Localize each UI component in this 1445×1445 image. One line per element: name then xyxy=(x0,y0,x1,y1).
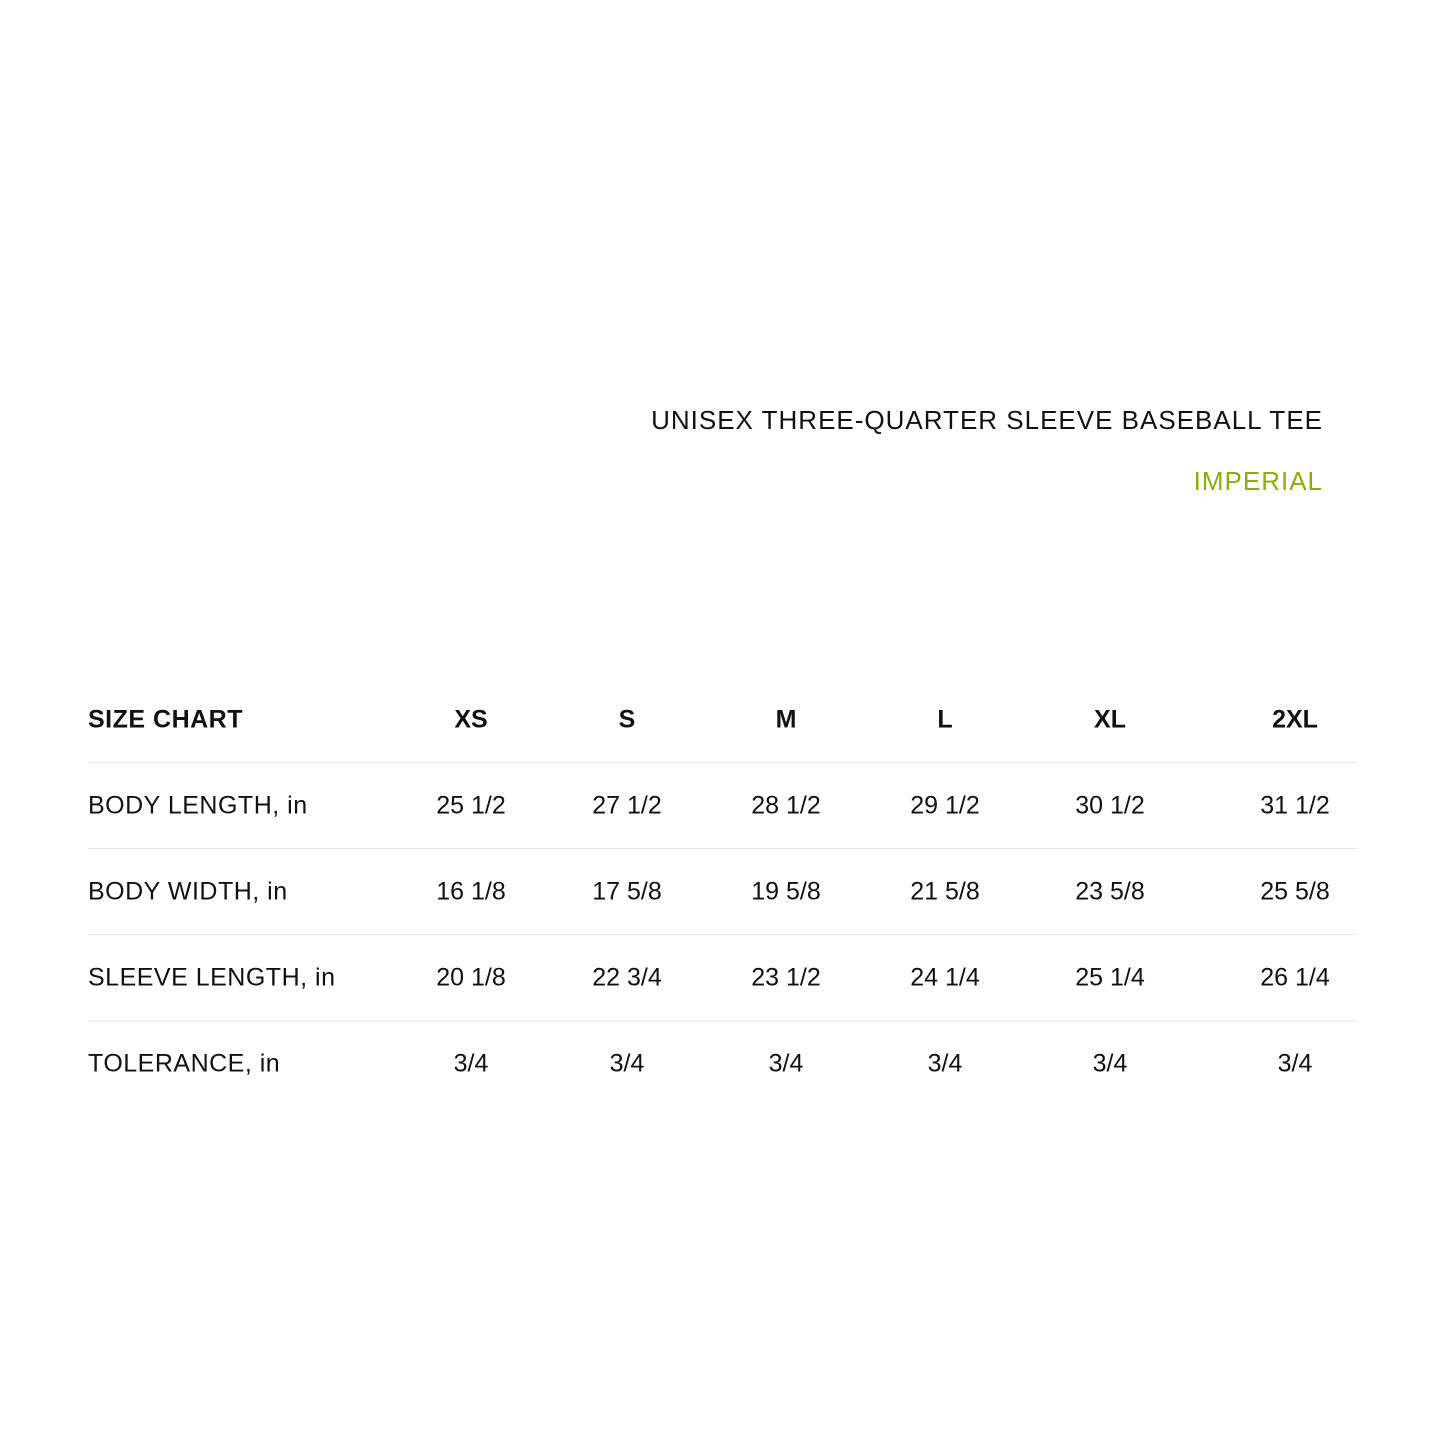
table-row: SLEEVE LENGTH, in 20 1/8 22 3/4 23 1/2 2… xyxy=(88,935,1357,1021)
table-cell: 3/4 xyxy=(927,1049,963,1077)
table-header-row: SIZE CHART XS S M L XL 2XL xyxy=(88,677,1357,763)
size-header: M xyxy=(775,705,797,733)
size-header: L xyxy=(937,705,953,733)
table-cell: 29 1/2 xyxy=(910,791,980,819)
row-label: BODY LENGTH, in xyxy=(88,791,308,819)
table-cell: 23 1/2 xyxy=(751,963,821,991)
unit-system-label: IMPERIAL xyxy=(1193,466,1323,496)
table-cell: 26 1/4 xyxy=(1260,963,1330,991)
table-cell: 3/4 xyxy=(609,1049,645,1077)
table-cell: 16 1/8 xyxy=(436,877,506,905)
size-chart-table: SIZE CHART XS S M L XL 2XL BODY LENGTH, … xyxy=(88,677,1357,1106)
table-cell: 25 5/8 xyxy=(1260,877,1330,905)
table-cell: 25 1/4 xyxy=(1075,963,1145,991)
table-cell: 17 5/8 xyxy=(592,877,662,905)
table-cell: 30 1/2 xyxy=(1075,791,1145,819)
table-cell: 23 5/8 xyxy=(1075,877,1145,905)
table-cell: 21 5/8 xyxy=(910,877,980,905)
table-cell: 20 1/8 xyxy=(436,963,506,991)
table-cell: 28 1/2 xyxy=(751,791,821,819)
table-cell: 3/4 xyxy=(768,1049,804,1077)
table-cell: 24 1/4 xyxy=(910,963,980,991)
table-row: BODY LENGTH, in 25 1/2 27 1/2 28 1/2 29 … xyxy=(88,763,1357,849)
size-header: XL xyxy=(1094,705,1126,733)
table-cell: 22 3/4 xyxy=(592,963,662,991)
table-cell: 3/4 xyxy=(453,1049,489,1077)
row-label: BODY WIDTH, in xyxy=(88,877,288,905)
size-header: 2XL xyxy=(1272,705,1318,733)
size-header: XS xyxy=(454,705,488,733)
table-cell: 31 1/2 xyxy=(1260,791,1330,819)
size-header: S xyxy=(618,705,636,733)
table-cell: 3/4 xyxy=(1277,1049,1313,1077)
product-title: UNISEX THREE-QUARTER SLEEVE BASEBALL TEE xyxy=(651,405,1323,435)
table-cell: 19 5/8 xyxy=(751,877,821,905)
table-row: BODY WIDTH, in 16 1/8 17 5/8 19 5/8 21 5… xyxy=(88,849,1357,935)
table-cell: 3/4 xyxy=(1092,1049,1128,1077)
table-cell: 27 1/2 xyxy=(592,791,662,819)
table-cell: 25 1/2 xyxy=(436,791,506,819)
header-label: SIZE CHART xyxy=(88,705,243,733)
row-label: SLEEVE LENGTH, in xyxy=(88,963,336,991)
table-row: TOLERANCE, in 3/4 3/4 3/4 3/4 3/4 3/4 xyxy=(88,1021,1357,1106)
row-label: TOLERANCE, in xyxy=(88,1049,281,1077)
